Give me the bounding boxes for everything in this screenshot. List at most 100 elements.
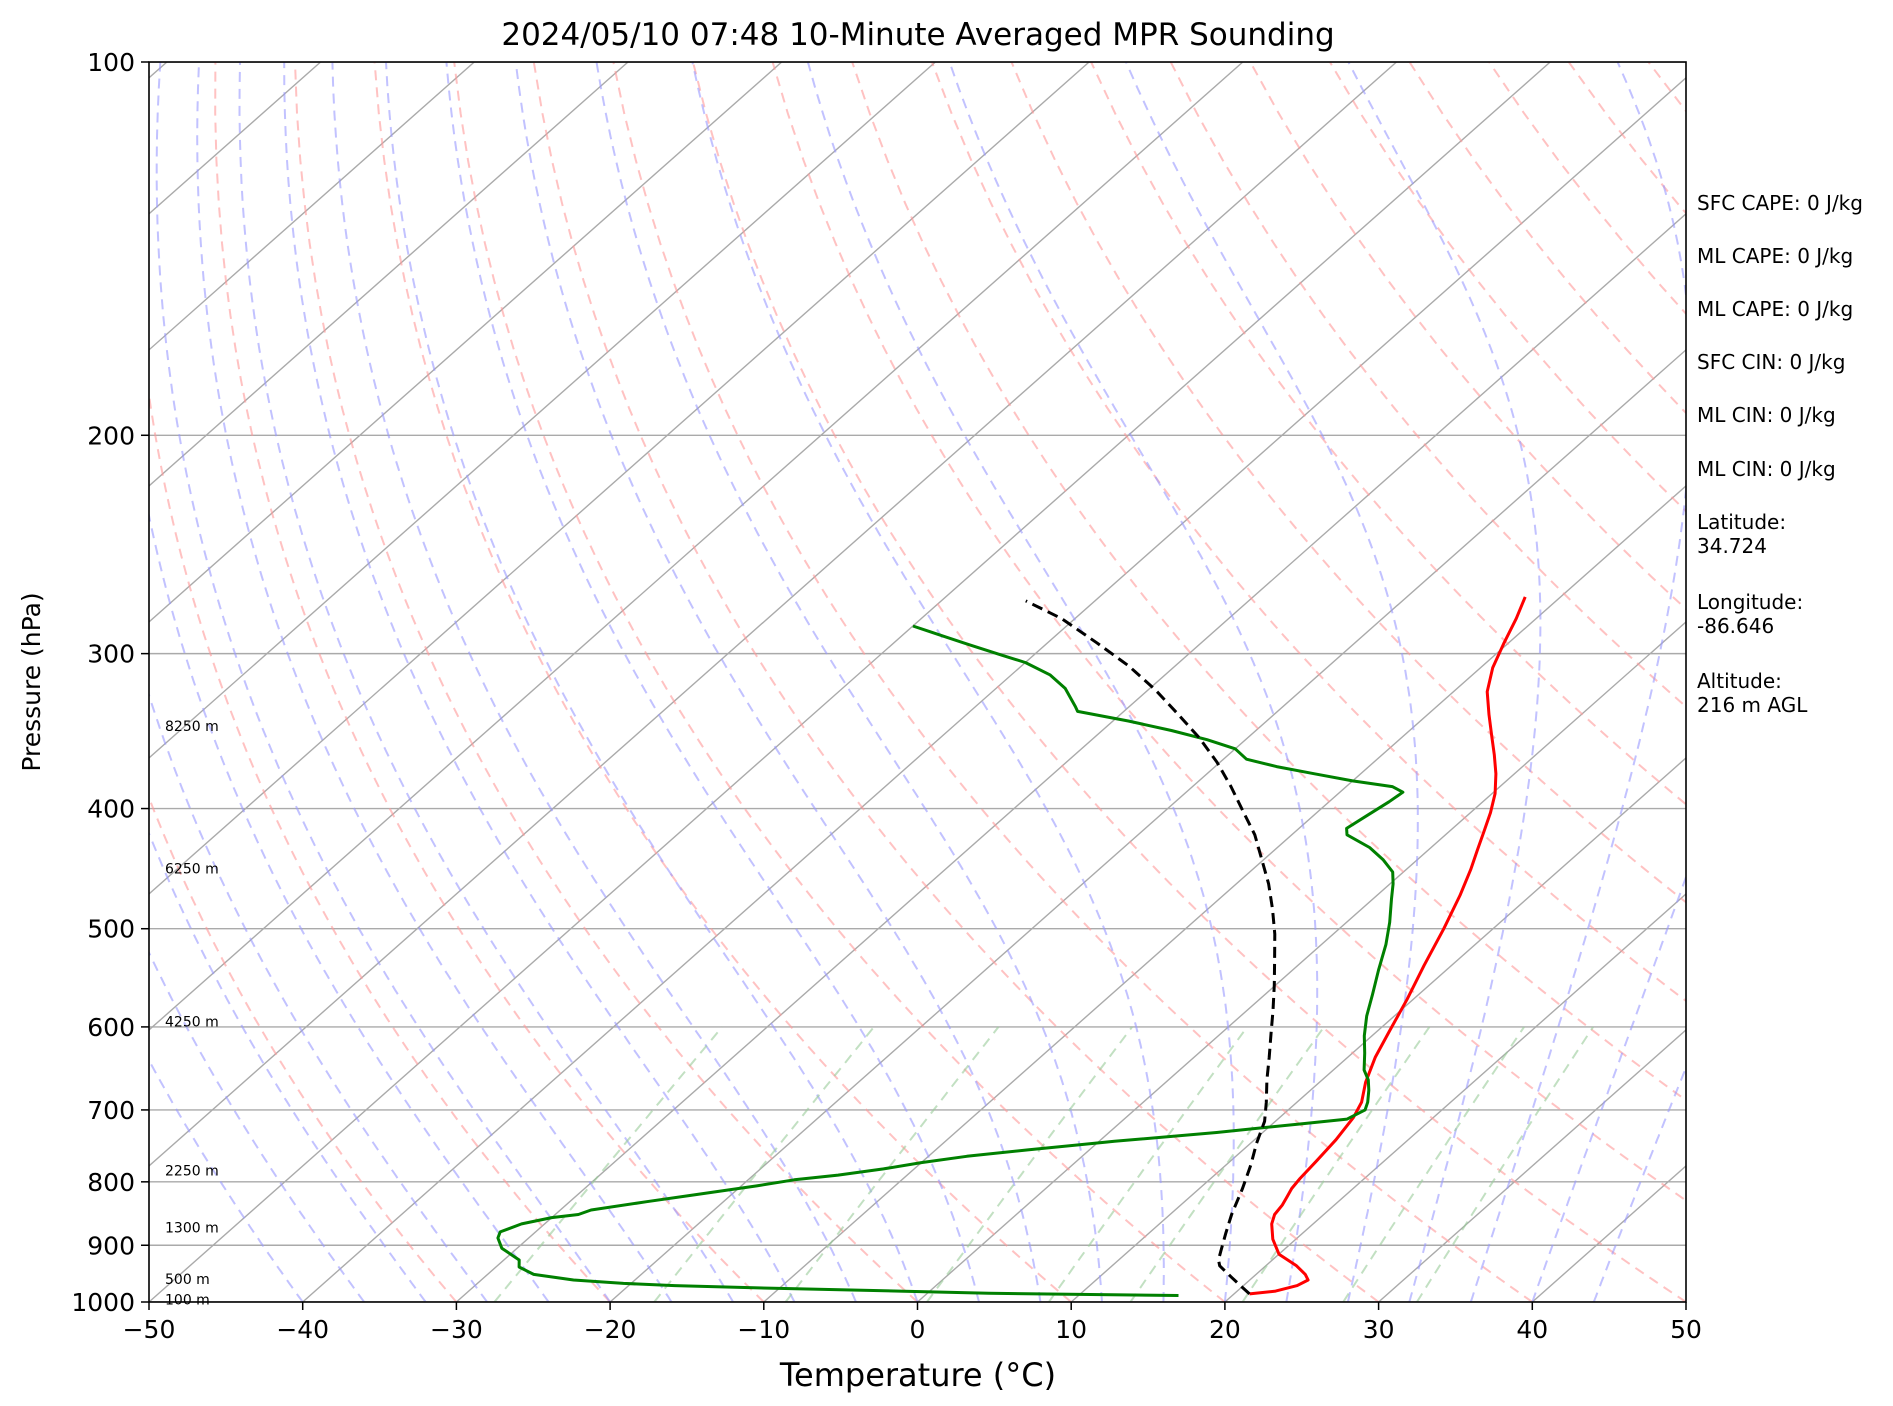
x-tick-label: −10 [737, 1315, 790, 1344]
isotherm-line [1070, 756, 1686, 1302]
moist-adiabat-line [691, 62, 1165, 1302]
height-label: 100 m [165, 1292, 210, 1308]
isotherm-line [149, 62, 475, 351]
x-tick-label: −20 [584, 1315, 637, 1344]
dry-adiabat-line [149, 388, 611, 1302]
isotherm-line [302, 76, 1686, 1302]
moist-adiabat-line [1125, 62, 1419, 1302]
sounding-annotation: ML CAPE: 0 J/kg [1697, 297, 1853, 321]
moist-adiabat-line [445, 62, 980, 1302]
sounding-annotation: ML CIN: 0 J/kg [1697, 457, 1836, 481]
moist-adiabat-line [196, 62, 673, 1302]
height-labels: 8250 m 6250 m 4250 m 2250 m 1300 m 500 m 100 m [165, 719, 219, 1309]
sounding-annotation: ML CAPE: 0 J/kg [1697, 244, 1853, 268]
temperature-profile-line [1249, 596, 1527, 1296]
x-tick-label: −40 [276, 1315, 329, 1344]
dry-adiabat-line [373, 62, 1072, 1302]
sounding-annotation: ML CIN: 0 J/kg [1697, 403, 1836, 427]
moist-adiabat-line [385, 62, 919, 1302]
isotherm-line [149, 62, 1397, 1167]
dry-adiabat-line [532, 62, 1380, 1302]
isotherm-line [763, 484, 1686, 1302]
annotation-line: SFC CIN: 0 J/kg [1697, 350, 1845, 374]
sounding-annotation: SFC CIN: 0 J/kg [1697, 350, 1845, 374]
annotation-line: Latitude: [1697, 510, 1786, 534]
plot-data [496, 596, 1527, 1297]
dry-adiabat-line [771, 62, 1686, 1202]
mixing-ratio-line [784, 1026, 1000, 1302]
sounding-annotation: SFC CAPE: 0 J/kg [1697, 191, 1863, 215]
isotherm-line [149, 62, 783, 623]
mixing-ratio-line [1241, 1026, 1431, 1302]
isotherm-line [1378, 1029, 1686, 1302]
sounding-info-panel: SFC CAPE: 0 J/kg ML CAPE: 0 J/kg ML CAPE: … [1697, 191, 1863, 717]
dry-adiabat-line [453, 62, 1226, 1302]
y-tick-label: 900 [87, 1231, 135, 1260]
dry-adiabat-line [149, 794, 458, 1302]
moist-adiabat-line [238, 62, 734, 1302]
moist-adiabat-line [155, 62, 611, 1302]
y-tick-label: 100 [87, 48, 135, 77]
x-axis-label: Temperature (°C) [779, 1356, 1056, 1394]
y-tick-label: 1000 [71, 1288, 135, 1317]
y-tick-label: 800 [87, 1168, 135, 1197]
annotation-line: -86.646 [1697, 614, 1774, 638]
moist-adiabat-line [1531, 874, 1686, 1302]
moist-adiabat-line [149, 1058, 304, 1302]
mixing-ratio-line [1416, 1026, 1594, 1302]
annotation-line: ML CAPE: 0 J/kg [1697, 297, 1853, 321]
moist-adiabat-line [149, 830, 427, 1302]
y-tick-label: 300 [87, 640, 135, 669]
x-tick-label: −50 [123, 1315, 176, 1344]
isotherm-line [149, 62, 936, 759]
dry-adiabat-line [692, 62, 1686, 1302]
dry-adiabat-line [930, 62, 1686, 1003]
isotherm-line [149, 62, 1090, 895]
isotherm-line [455, 212, 1686, 1302]
dry-adiabat-line [214, 62, 765, 1302]
annotation-line: ML CIN: 0 J/kg [1697, 457, 1836, 481]
height-label: 500 m [165, 1272, 210, 1288]
moist-adiabat-line [514, 62, 1042, 1302]
annotation-line: SFC CAPE: 0 J/kg [1697, 191, 1863, 215]
isotherm-line [149, 62, 1244, 1031]
mixing-ratio-line [1342, 1026, 1525, 1302]
isotherm-line [149, 62, 1551, 1302]
height-label: 4250 m [165, 1014, 219, 1030]
axis-ticks: −50 −40 −30 −20 −10 0 10 20 30 40 50 100 200 300 400 50… [71, 48, 1702, 1344]
moist-adiabat-line [1592, 1064, 1686, 1302]
x-tick-label: 50 [1670, 1315, 1702, 1344]
x-tick-label: 40 [1516, 1315, 1548, 1344]
y-tick-label: 600 [87, 1013, 135, 1042]
moist-adiabat-line [1347, 62, 1542, 1302]
mixing-ratio-line [926, 1026, 1133, 1302]
moist-adiabat-line [149, 510, 550, 1302]
height-label: 6250 m [165, 861, 219, 877]
mixing-ratio-line [653, 1026, 875, 1302]
annotation-line: ML CIN: 0 J/kg [1697, 403, 1836, 427]
moist-adiabat-line [1469, 62, 1686, 1302]
annotation-line: 216 m AGL [1697, 693, 1808, 717]
annotation-line: Altitude: [1697, 669, 1782, 693]
mixing-ratio-line [493, 1026, 723, 1302]
moist-adiabat-line [331, 62, 857, 1302]
y-tick-label: 700 [87, 1096, 135, 1125]
x-tick-label: 0 [910, 1315, 926, 1344]
dry-adiabat-line [1249, 62, 1686, 611]
chart-title: 2024/05/10 07:48 10-Minute Averaged MPR … [501, 17, 1334, 53]
moist-adiabat-line [149, 950, 366, 1302]
annotation-line: ML CAPE: 0 J/kg [1697, 244, 1853, 268]
moist-adiabat-line [149, 691, 488, 1302]
annotation-line: 34.724 [1697, 534, 1767, 558]
sounding-annotation: Longitude: -86.646 [1697, 590, 1803, 638]
dry-adiabat-line [294, 62, 919, 1302]
plot-grid [149, 62, 1686, 1302]
dry-adiabat-line [1090, 62, 1686, 806]
x-tick-label: 30 [1363, 1315, 1395, 1344]
dry-adiabat-line [851, 62, 1686, 1102]
sounding-annotation: Altitude: 216 m AGL [1697, 669, 1808, 717]
moist-adiabat-line [595, 62, 1103, 1302]
x-tick-label: 20 [1209, 1315, 1241, 1344]
